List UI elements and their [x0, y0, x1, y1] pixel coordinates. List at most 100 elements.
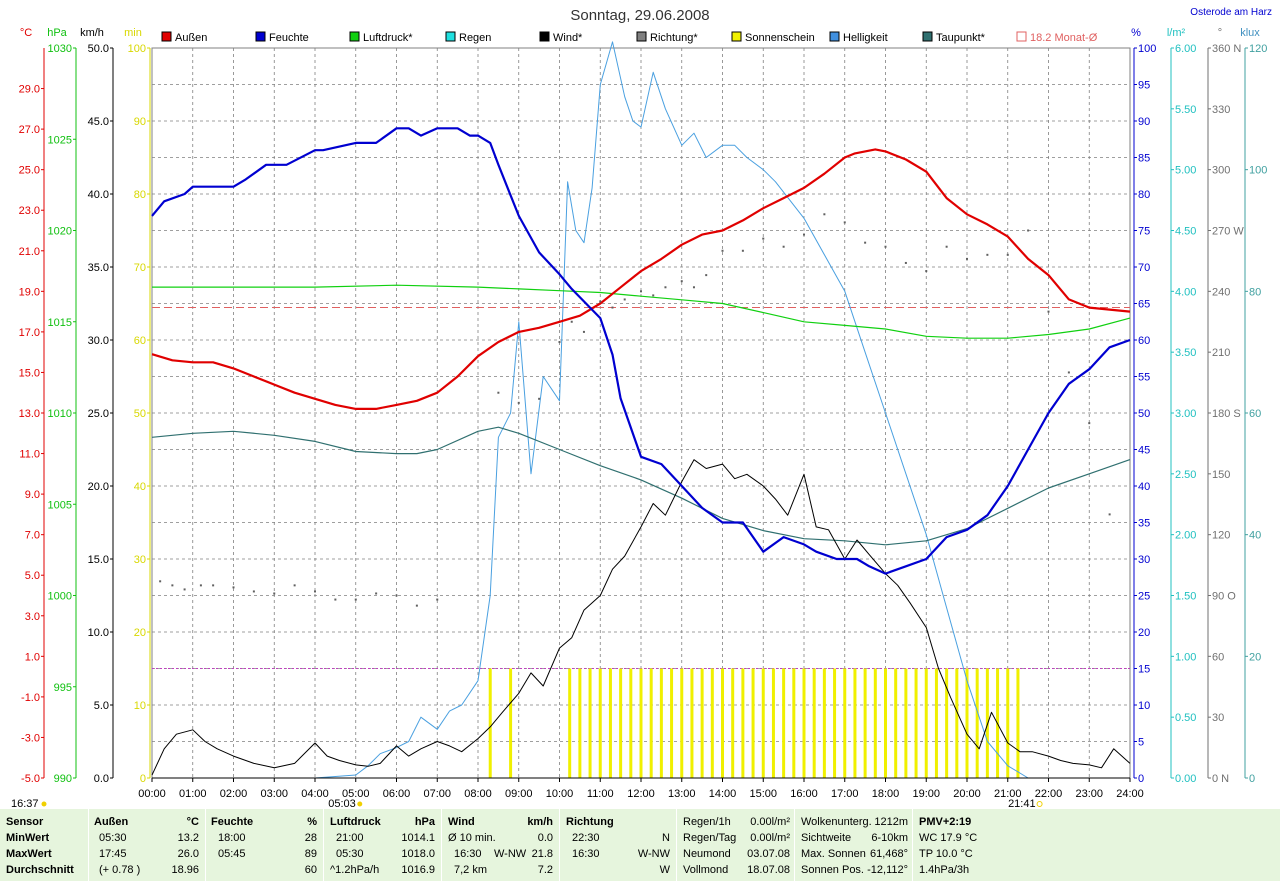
richtung-point	[159, 580, 162, 583]
rain-tick-label: 1.50	[1175, 591, 1196, 603]
sunshine-bar	[945, 668, 949, 778]
humidity-tick-label: 50	[1138, 408, 1150, 420]
temp-tick-label: -3.0	[21, 732, 40, 744]
temp-tick-label: 11.0	[19, 449, 40, 461]
richtung-point	[705, 274, 708, 277]
richtung-point	[803, 233, 805, 236]
footer-luftdruck-max-time: 05:30	[336, 848, 364, 860]
x-tick-label: 05:00	[342, 788, 370, 800]
humidity-tick-label: 85	[1138, 153, 1150, 165]
footer-aussen-header: Außen	[94, 816, 129, 828]
richtung-point	[293, 584, 296, 587]
legend-label: Feuchte	[269, 32, 309, 44]
sunshine-bar	[608, 668, 612, 778]
sunshine-bar	[731, 668, 735, 778]
legend-swatch	[636, 31, 647, 42]
x-tick-label: 18:00	[872, 788, 900, 800]
richtung-point	[843, 221, 846, 224]
sunset-time: 21:41	[1008, 798, 1036, 809]
light-tick-label: 80	[1249, 286, 1261, 298]
wind-unit-label: km/h	[80, 27, 104, 39]
sunshine-bar	[904, 668, 908, 778]
richtung-point	[570, 320, 573, 323]
humidity-tick-label: 45	[1138, 445, 1150, 457]
footer-max-label: MaxWert	[6, 848, 52, 860]
sunshine-bar	[924, 668, 928, 778]
richtung-point	[1006, 253, 1009, 256]
footer-richtung-header: Richtung	[566, 816, 614, 828]
current-time: 16:37	[11, 798, 39, 809]
richtung-point	[762, 237, 765, 240]
footer-sunpos: -12,112°	[867, 864, 908, 876]
footer-feuchte-col: Feuchte % 18:00 28 05:45 89 60	[206, 809, 323, 881]
footer-aussen-trend: (+ 0.78 )	[99, 864, 141, 876]
footer-feuchte-min: 28	[304, 832, 317, 844]
sun-tick-label: 20	[134, 627, 146, 639]
richtung-point	[538, 397, 541, 400]
sunshine-bar	[822, 668, 826, 778]
sunshine-bar	[884, 668, 887, 778]
x-tick-label: 01:00	[179, 788, 207, 800]
x-tick-label: 13:00	[668, 788, 696, 800]
wind-tick-label: 35.0	[88, 262, 109, 274]
footer-aussen-col: Außen °C 05:30 13.2 17:45 26.0 (+ 0.78 )…	[89, 809, 205, 881]
richtung-point	[199, 584, 202, 587]
pressure-tick-label: 995	[54, 682, 72, 694]
humidity-tick-label: 15	[1138, 664, 1150, 676]
richtung-point	[904, 261, 907, 264]
sun-unit-label: min	[124, 27, 142, 39]
sunshine-bar	[751, 668, 755, 778]
legend-swatch	[922, 31, 933, 42]
richtung-point	[623, 298, 626, 301]
humidity-tick-label: 35	[1138, 518, 1150, 530]
pressure-tick-label: 1000	[48, 591, 72, 603]
footer-luftdruck-unit: hPa	[414, 816, 435, 828]
x-tick-label: 15:00	[749, 788, 777, 800]
direction-tick-label: 60	[1212, 651, 1224, 663]
sunshine-bar	[914, 668, 918, 778]
wind-tick-label: 20.0	[88, 481, 109, 493]
humidity-tick-label: 90	[1138, 116, 1150, 128]
footer-feuchte-avg: 60	[304, 864, 317, 876]
sunshine-bar	[955, 668, 959, 778]
pressure-tick-label: 1020	[48, 226, 72, 238]
wind-tick-label: 10.0	[88, 627, 109, 639]
footer-aussen-max: 26.0	[177, 848, 199, 860]
footer-cloudbase-label: Wolkenunterg.	[801, 816, 872, 828]
sun-tick-label: 30	[134, 554, 146, 566]
humidity-tick-label: 100	[1138, 43, 1156, 55]
temp-tick-label: 13.0	[19, 408, 40, 420]
temp-tick-label: 1.0	[25, 651, 40, 663]
richtung-point	[640, 290, 642, 293]
wind-tick-label: 15.0	[88, 554, 109, 566]
direction-tick-label: 150	[1212, 469, 1230, 481]
light-unit-label: klux	[1240, 27, 1260, 39]
temp-tick-label: 27.0	[19, 124, 40, 136]
richtung-point	[823, 213, 826, 216]
direction-tick-label: 300	[1212, 165, 1230, 177]
footer-visibility: 6-10km	[871, 832, 908, 844]
sun-tick-label: 60	[134, 335, 146, 347]
rain-tick-label: 4.00	[1175, 286, 1196, 298]
wind-tick-label: 5.0	[94, 700, 109, 712]
pressure-tick-label: 1030	[48, 43, 72, 55]
x-tick-label: 04:00	[301, 788, 329, 800]
legend-swatch	[445, 31, 456, 42]
richtung-point	[884, 245, 887, 248]
sun-tick-label: 90	[134, 116, 146, 128]
sunset-icon	[1036, 801, 1043, 807]
humidity-tick-label: 55	[1138, 372, 1150, 384]
sun-tick-label: 10	[134, 700, 146, 712]
footer-sensor-col: Sensor MinWert MaxWert Durchschnitt	[0, 809, 88, 881]
temp-tick-label: 7.0	[25, 530, 40, 542]
pressure-tick-label: 1010	[48, 408, 72, 420]
sunshine-bar	[771, 668, 775, 778]
pressure-tick-label: 1005	[48, 499, 72, 511]
richtung-point	[334, 598, 337, 601]
richtung-point	[1067, 371, 1070, 374]
humidity-tick-label: 65	[1138, 299, 1150, 311]
light-tick-label: 60	[1249, 408, 1261, 420]
footer-wind-max: 21.8	[531, 848, 553, 860]
footer-richtung-max: W-NW	[637, 848, 670, 860]
x-tick-label: 08:00	[464, 788, 492, 800]
